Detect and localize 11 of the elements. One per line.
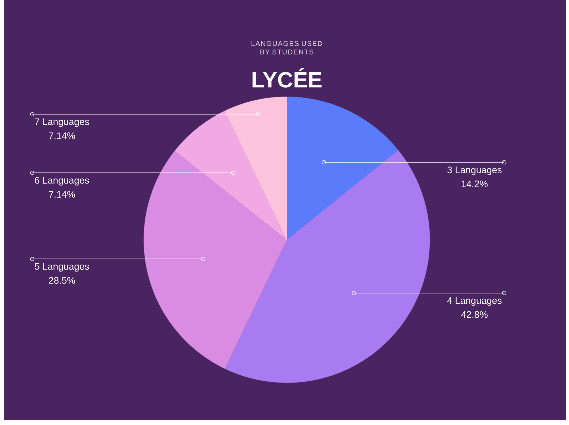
data-label: 7.14% <box>49 191 76 198</box>
slice-label: 3 Languages <box>448 166 502 176</box>
chart-title: LYCÉE <box>252 68 322 88</box>
slice-label: 6 Languages <box>35 177 90 186</box>
data-label: 14.2% <box>462 180 488 188</box>
slice-label: 4 Languages <box>447 297 502 306</box>
slice-label: 5 Languages <box>35 263 90 272</box>
data-label: 42.8% <box>461 311 488 318</box>
data-label: 28.5% <box>49 277 76 284</box>
data-label: 7.14% <box>49 132 76 140</box>
slice-label: 7 Languages <box>35 118 90 128</box>
